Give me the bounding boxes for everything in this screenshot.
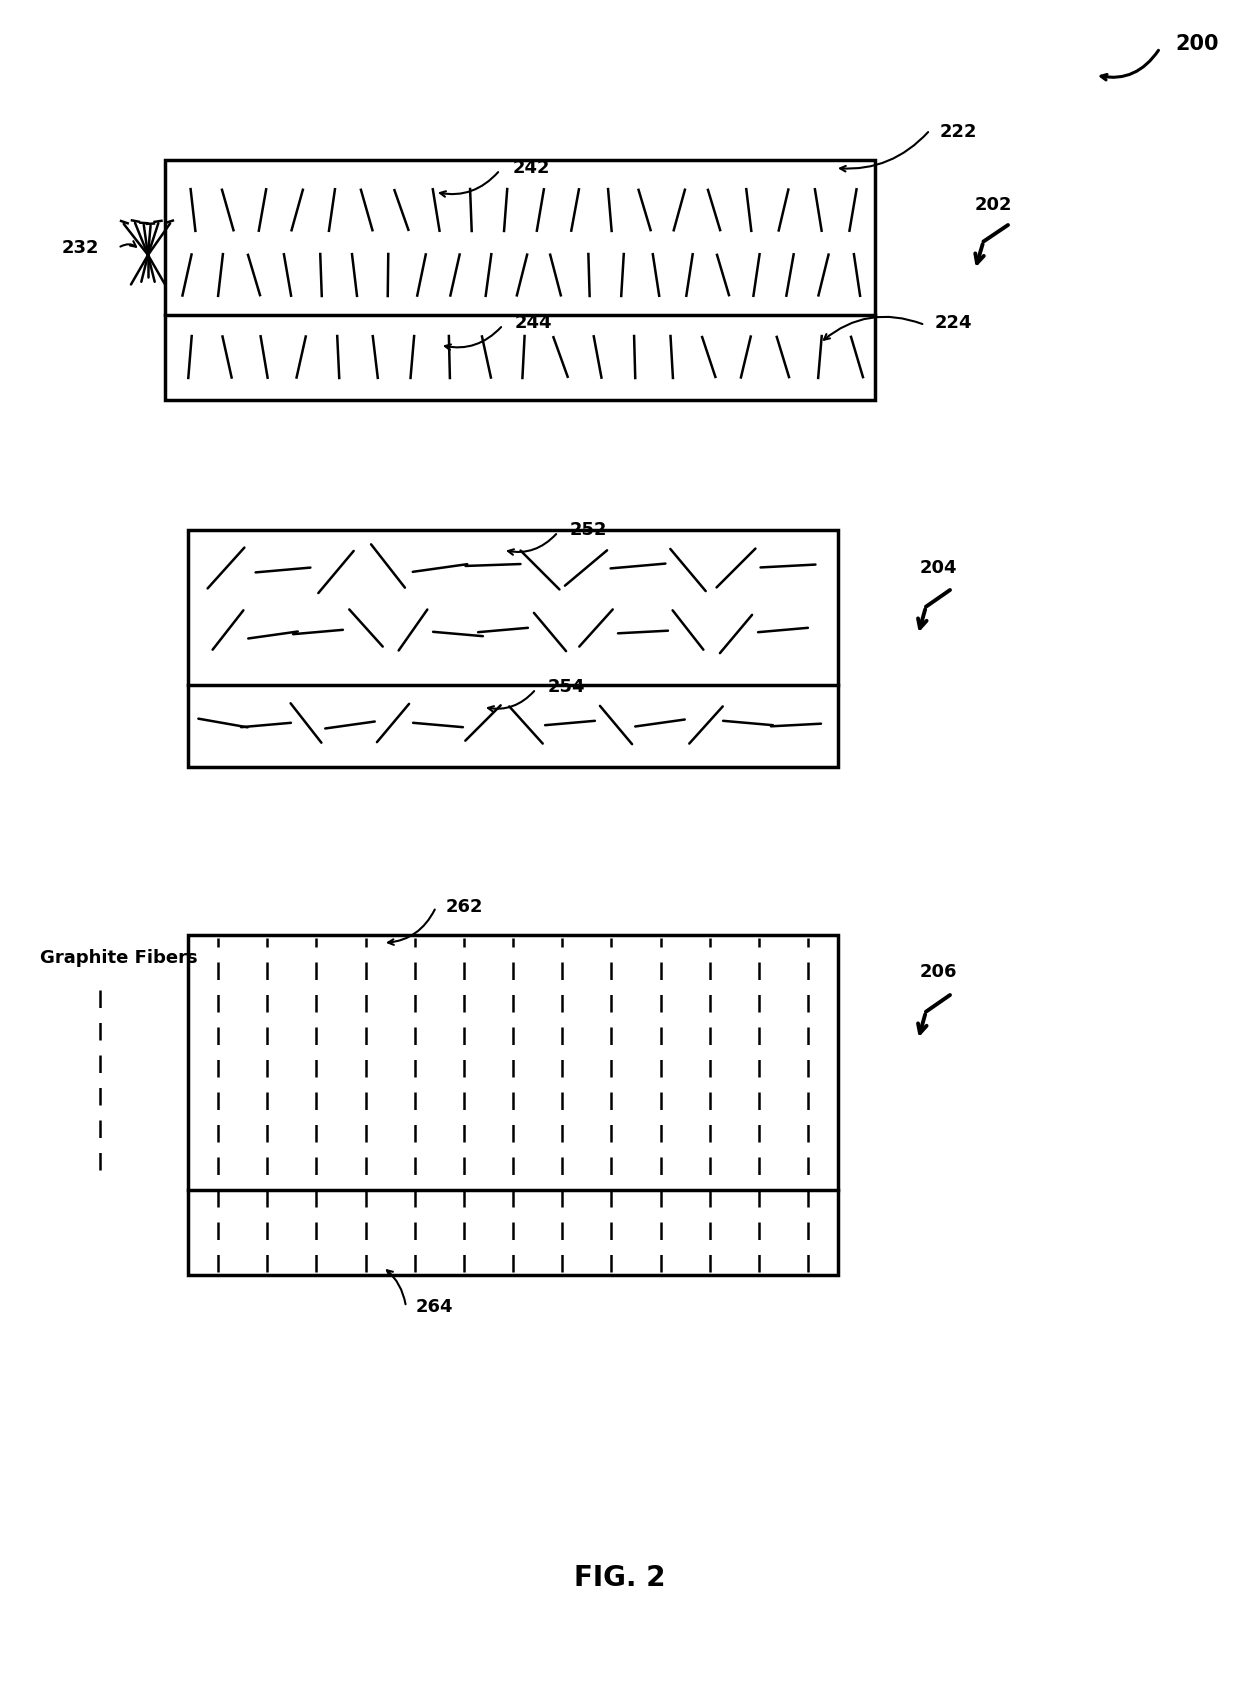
Text: 262: 262 [446, 899, 484, 915]
Text: 222: 222 [940, 123, 977, 142]
Text: FIG. 2: FIG. 2 [574, 1565, 666, 1592]
Text: 232: 232 [62, 239, 99, 256]
Text: 206: 206 [920, 963, 957, 981]
Text: 244: 244 [515, 314, 553, 332]
Text: 202: 202 [975, 196, 1013, 214]
Text: 242: 242 [513, 158, 551, 177]
Text: 200: 200 [1176, 34, 1219, 54]
Text: 204: 204 [920, 560, 957, 577]
Bar [188, 936, 838, 1275]
Text: Graphite Fibers: Graphite Fibers [40, 949, 197, 968]
Bar [188, 529, 838, 767]
Text: 264: 264 [415, 1298, 454, 1317]
Text: 252: 252 [570, 521, 608, 540]
Text: 224: 224 [935, 314, 972, 332]
Text: 254: 254 [548, 678, 585, 696]
Bar [165, 160, 875, 400]
